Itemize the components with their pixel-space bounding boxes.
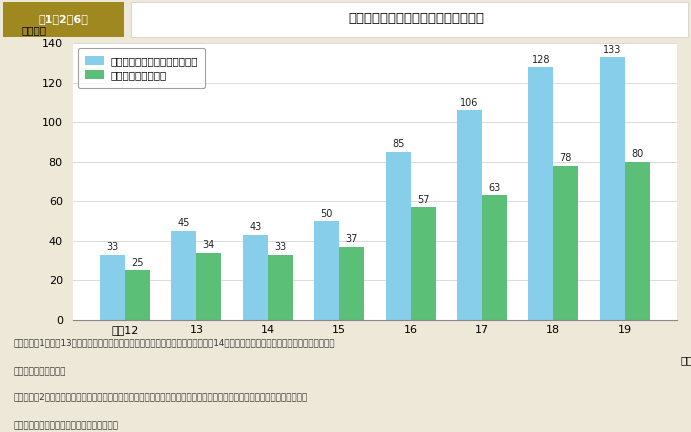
Text: 50: 50	[321, 209, 333, 219]
Bar	[268, 254, 293, 320]
Bar	[600, 57, 625, 320]
Text: 78: 78	[560, 153, 572, 163]
Text: 第1－2－6図: 第1－2－6図	[39, 14, 89, 24]
Text: （万人）: （万人）	[21, 25, 46, 35]
Bar	[410, 207, 435, 320]
Text: 63: 63	[489, 183, 500, 193]
Text: 128: 128	[531, 54, 550, 64]
Bar	[100, 254, 125, 320]
Bar	[386, 152, 410, 320]
Text: 25: 25	[131, 258, 144, 268]
Bar	[529, 67, 553, 320]
Bar	[482, 195, 507, 320]
Text: 労働者派遣事業所の派遣社員数の推移: 労働者派遣事業所の派遣社員数の推移	[348, 12, 484, 25]
Bar	[314, 221, 339, 320]
Text: 80: 80	[631, 149, 643, 159]
Bar	[625, 162, 650, 320]
Bar	[243, 235, 268, 320]
Bar	[171, 231, 196, 320]
Bar	[339, 247, 364, 320]
Bar	[196, 253, 221, 320]
Text: 時系列比較には注意を要する。: 時系列比較には注意を要する。	[14, 422, 119, 431]
Text: 106: 106	[460, 98, 479, 108]
Text: 133: 133	[603, 44, 621, 55]
Text: 2．「労働力調査特別調査」と「労働力調査（詳細集計）」とでは，調査方法，調査月などが相違することから，: 2．「労働力調査特別調査」と「労働力調査（詳細集計）」とでは，調査方法，調査月な…	[14, 393, 308, 402]
Bar	[125, 270, 150, 320]
Bar	[131, 2, 688, 37]
Text: （年度）: （年度）	[680, 356, 691, 365]
Text: 57: 57	[417, 195, 429, 205]
Text: 33: 33	[274, 242, 286, 252]
Text: （備考）　1．平成13年以前は総務省「労働力調査特別調査」（各年２月），平成14年以降は総務省「労働力調査（詳細集計）」よ: （備考） 1．平成13年以前は総務省「労働力調査特別調査」（各年２月），平成14…	[14, 339, 335, 348]
Text: 33: 33	[106, 242, 119, 252]
Bar	[553, 165, 578, 320]
Bar	[3, 2, 124, 37]
Text: り作成。: り作成。	[14, 368, 66, 377]
Text: 43: 43	[249, 222, 261, 232]
Text: 45: 45	[178, 219, 190, 229]
Text: 85: 85	[392, 140, 404, 149]
Text: 37: 37	[346, 234, 358, 244]
Text: 34: 34	[202, 240, 215, 250]
Bar	[457, 110, 482, 320]
Legend: 労働者派遣事業所の派遣社員数, うち女性派遣社員数: 労働者派遣事業所の派遣社員数, うち女性派遣社員数	[78, 48, 205, 88]
